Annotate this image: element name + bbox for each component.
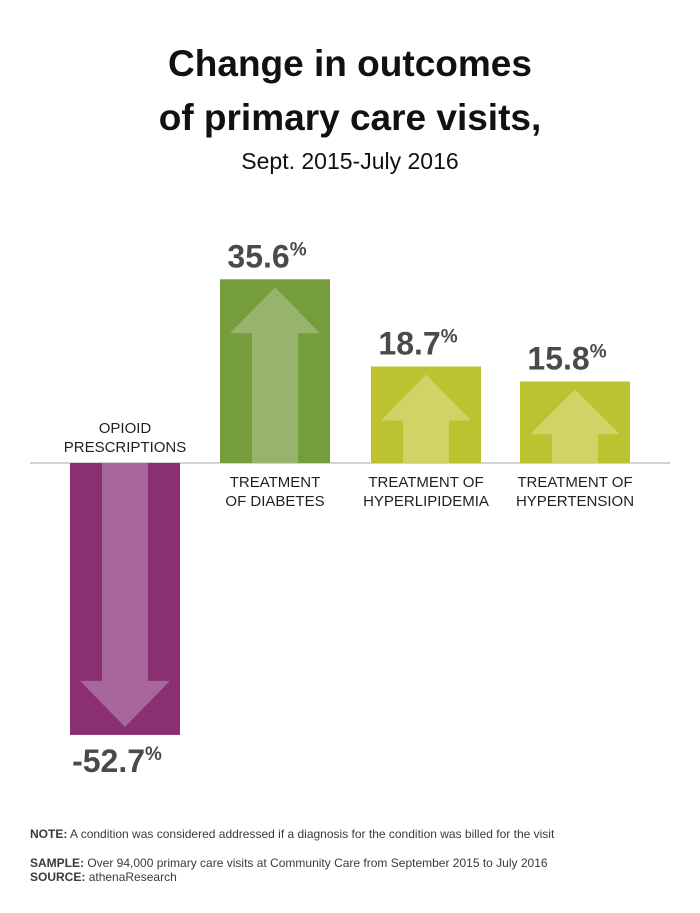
category-label: TREATMENT OF [368, 474, 483, 491]
data-label: 18.7% [378, 326, 457, 362]
category-label: PRESCRIPTIONS [64, 439, 187, 456]
chart-title: Change in outcomes [168, 43, 532, 84]
source-text: SOURCE: athenaResearch [30, 870, 690, 884]
note-text: NOTE: A condition was considered address… [30, 827, 690, 841]
data-label: -52.7% [72, 743, 162, 779]
sample-body: Over 94,000 primary care visits at Commu… [87, 856, 548, 870]
data-label: 15.8% [527, 340, 606, 376]
bar-arrow [381, 374, 471, 463]
category-label: TREATMENT OF [517, 474, 632, 491]
category-label: HYPERTENSION [516, 493, 634, 510]
note-body: A condition was considered addressed if … [70, 827, 555, 841]
bar-arrow [530, 389, 620, 463]
data-label: 35.6% [227, 238, 306, 274]
category-label: TREATMENT [230, 474, 321, 491]
source-body: athenaResearch [88, 870, 177, 884]
note-label: NOTE: [30, 827, 68, 841]
category-label: OF DIABETES [225, 493, 324, 510]
category-label: OPIOID [99, 420, 152, 437]
chart-title-line-2: of primary care visits, [158, 97, 542, 138]
bar-arrow [230, 287, 320, 463]
category-label: HYPERLIPIDEMIA [363, 493, 489, 510]
chart-subtitle: Sept. 2015-July 2016 [241, 148, 459, 174]
sample-text: SAMPLE: Over 94,000 primary care visits … [30, 856, 690, 870]
sample-label: SAMPLE: [30, 856, 84, 870]
source-label: SOURCE: [30, 870, 86, 884]
bar-arrow [80, 463, 170, 727]
